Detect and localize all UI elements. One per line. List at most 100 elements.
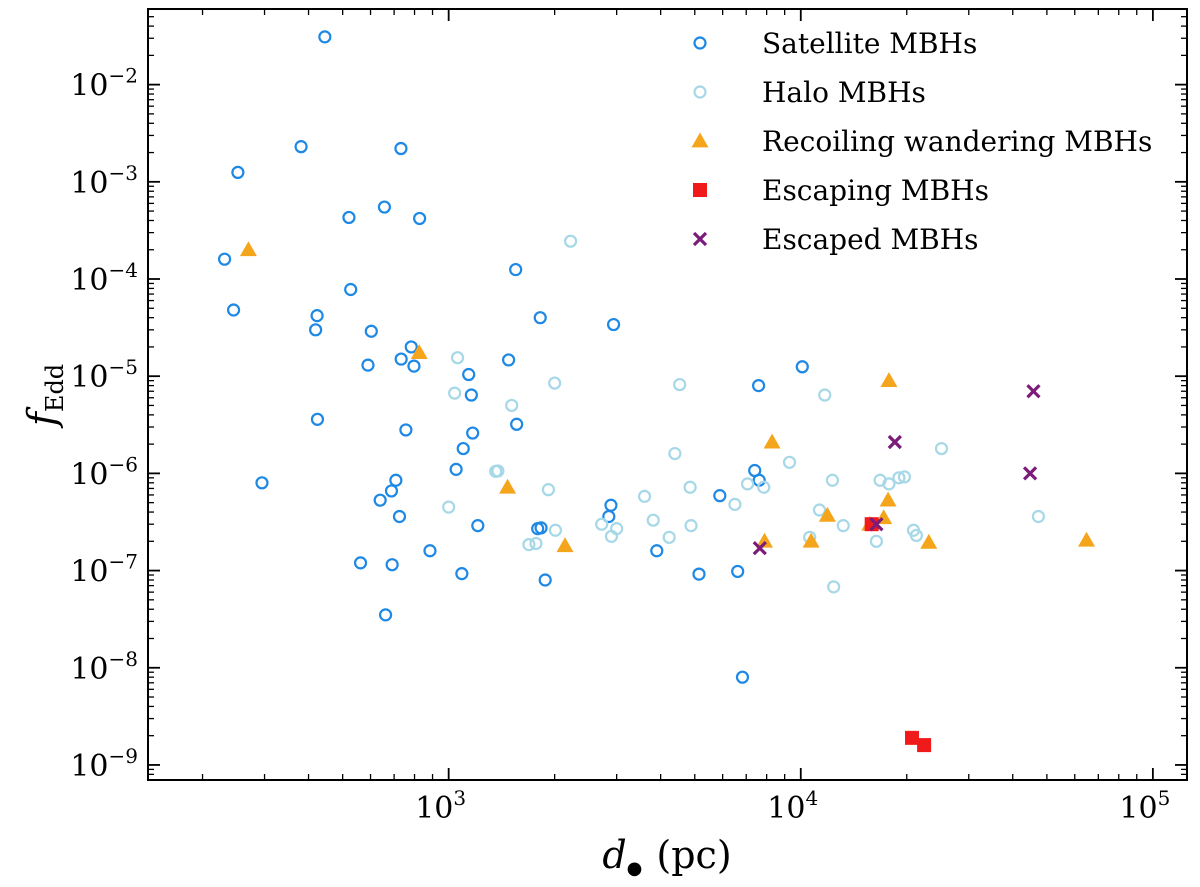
data-point — [604, 498, 618, 512]
legend: Satellite MBHs Halo MBHs Recoiling wanderi… — [691, 27, 1152, 256]
data-point — [892, 471, 906, 485]
data-point — [897, 470, 912, 484]
legend-entry: Satellite MBHs — [693, 27, 977, 60]
data-point — [556, 537, 574, 553]
legend-entry: Recoiling wandering MBHs — [691, 125, 1152, 158]
data-point — [752, 541, 767, 556]
data-point — [637, 489, 652, 503]
data-point — [920, 533, 938, 549]
data-point — [650, 544, 664, 558]
data-point — [548, 376, 562, 390]
y-axis-label: fEdd — [20, 364, 69, 429]
data-point — [310, 309, 324, 323]
data-point — [1031, 509, 1045, 524]
data-point — [735, 670, 750, 684]
data-point — [462, 367, 476, 382]
data-point — [510, 417, 524, 431]
data-point — [294, 140, 308, 154]
data-point — [491, 464, 505, 478]
data-point — [407, 359, 421, 373]
data-point — [342, 210, 356, 225]
data-point — [464, 388, 478, 402]
plot-frame — [147, 8, 1188, 781]
data-point — [541, 483, 556, 497]
data-point — [728, 497, 742, 511]
data-point — [499, 478, 517, 494]
x-tick-label: 104 — [767, 786, 818, 826]
data-point — [757, 480, 771, 494]
data-point — [442, 500, 456, 514]
legend-label: Escaped MBHs — [762, 223, 979, 256]
data-point — [522, 538, 536, 552]
data-point — [887, 434, 902, 450]
data-point — [673, 377, 687, 392]
x-tick-label: 103 — [415, 786, 466, 826]
x-axis-label-symbol: ● — [627, 858, 643, 879]
legend-label: Recoiling wandering MBHs — [762, 125, 1152, 158]
data-point — [450, 351, 465, 365]
x-tick-labels: 103 104 105 — [415, 786, 1170, 826]
data-point — [378, 608, 393, 622]
data-point — [869, 517, 884, 532]
data-point — [385, 558, 399, 572]
data-point — [309, 323, 323, 337]
data-point — [713, 489, 727, 503]
data-point — [310, 412, 325, 426]
data-point — [353, 556, 368, 570]
data-point — [818, 388, 832, 402]
data-point — [825, 473, 840, 487]
legend-marker — [693, 85, 707, 99]
data-point — [364, 324, 378, 338]
data-point — [413, 211, 427, 226]
data-point — [836, 519, 850, 533]
data-point — [812, 503, 827, 517]
data-point — [394, 141, 408, 156]
data-point — [377, 200, 392, 214]
data-point — [882, 477, 896, 491]
data-point — [909, 528, 923, 543]
data-point — [782, 455, 797, 469]
data-point — [731, 564, 745, 579]
y-tick-label: 10−9 — [70, 744, 138, 784]
y-tick-label: 10−6 — [70, 452, 138, 492]
legend-label: Escaping MBHs — [762, 174, 989, 207]
data-point — [1026, 384, 1041, 399]
x-axis-label-unit: (pc) — [656, 833, 731, 877]
data-point — [934, 441, 949, 456]
x-axis-label: d● (pc) — [602, 833, 731, 879]
y-tick-label: 10−8 — [70, 647, 138, 687]
data-point — [756, 532, 774, 548]
data-point — [548, 523, 563, 537]
data-point — [880, 372, 898, 388]
data-point — [692, 567, 706, 581]
major-ticks — [148, 9, 1187, 780]
data-point — [1078, 531, 1096, 547]
data-point — [410, 344, 428, 359]
legend-marker — [692, 231, 708, 247]
data-point — [917, 738, 932, 753]
data-point — [668, 446, 682, 461]
data-point — [538, 573, 552, 587]
legend-label: Satellite MBHs — [762, 27, 977, 60]
data-point — [533, 311, 547, 325]
data-point — [869, 534, 884, 548]
x-axis-label-main: d — [602, 833, 626, 877]
data-point — [610, 522, 624, 536]
data-point — [751, 379, 766, 393]
minor-ticks — [148, 9, 1187, 781]
data-point — [646, 513, 660, 527]
legend-marker — [693, 183, 707, 197]
data-point — [905, 730, 920, 745]
data-point — [384, 484, 399, 498]
data-point — [795, 360, 809, 374]
data-point — [502, 353, 516, 367]
data-point — [231, 165, 245, 179]
y-tick-label: 10−2 — [70, 64, 138, 104]
series-1 — [217, 30, 809, 684]
data-point — [662, 530, 676, 544]
y-tick-label: 10−5 — [70, 355, 138, 395]
data-point — [879, 491, 897, 507]
data-point — [606, 317, 621, 332]
data-point — [802, 532, 820, 548]
